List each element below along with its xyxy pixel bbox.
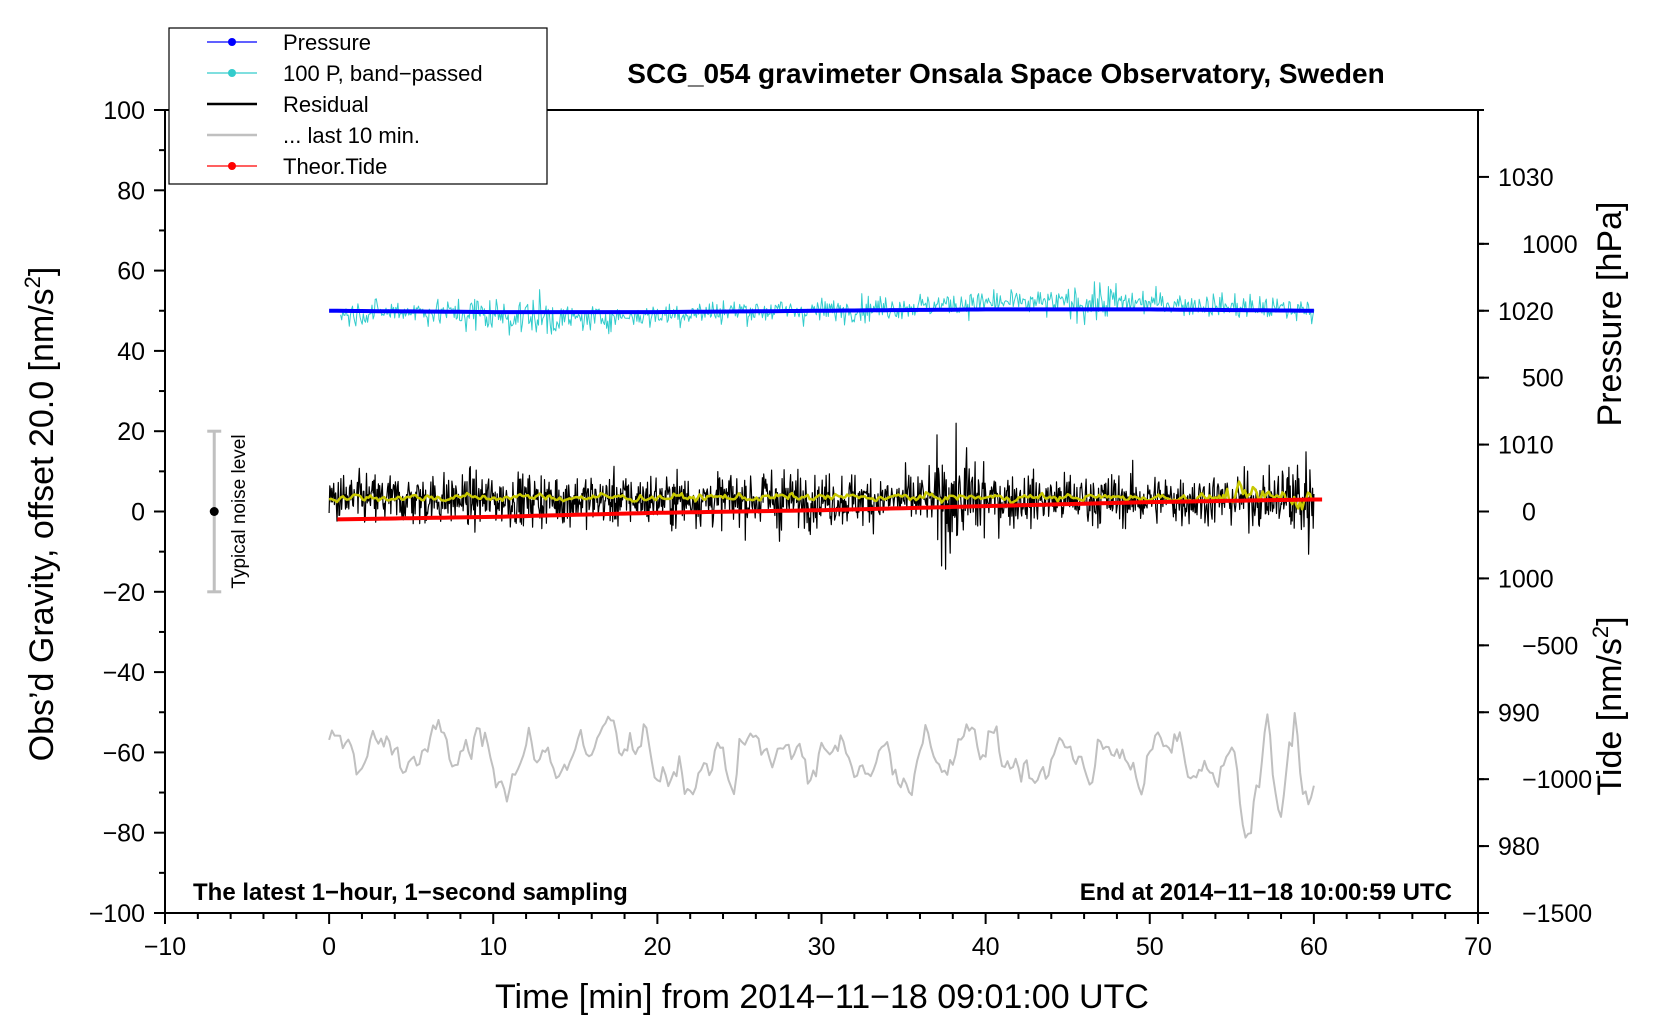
y-tick-label: −40 xyxy=(103,659,145,687)
tide-tick-label: 0 xyxy=(1522,499,1536,527)
noise-bar-center-dot xyxy=(209,507,219,516)
noise-bar-label: Typical noise level xyxy=(229,434,250,588)
y-tick-label: 60 xyxy=(117,258,145,286)
legend-item-label: Theor.Tide xyxy=(283,154,387,179)
series-residual-smoothed-line xyxy=(328,480,1315,511)
x-tick-label: −10 xyxy=(144,933,186,961)
y-axis-tide: −1500 −1000 −500 0 500 1000 xyxy=(1478,231,1592,928)
y-tick-label: 100 xyxy=(103,97,145,125)
legend-swatch-marker xyxy=(228,69,236,77)
series-layer xyxy=(328,281,1323,839)
y-tick-label: 40 xyxy=(117,338,145,366)
noise-level-bar: Typical noise level xyxy=(207,429,250,594)
legend-item-label: Pressure xyxy=(283,30,371,55)
series-theor-tide-line xyxy=(337,497,1323,522)
tide-tick-label: −1500 xyxy=(1522,900,1592,928)
tide-tick-label: −1000 xyxy=(1522,766,1592,794)
y-tick-label: 0 xyxy=(131,499,145,527)
chart-title: SCG_054 gravimeter Onsala Space Observat… xyxy=(627,58,1384,89)
x-axis: −10 0 10 20 30 40 50 60 70 xyxy=(144,913,1492,961)
legend-item-label: Residual xyxy=(283,92,369,117)
legend-item-label: ... last 10 min. xyxy=(283,123,420,148)
y-axis-left: −100 −80 −60 −40 −20 0 20 40 60 80 100 xyxy=(89,97,165,928)
pressure-tick-label: 1020 xyxy=(1498,298,1554,326)
y-tick-label: −20 xyxy=(103,579,145,607)
y-axis-pressure-title: Pressure [hPa] xyxy=(1591,202,1629,427)
y-axis-left-title: Obs’d Gravity, offset 20.0 [nm/s2] xyxy=(20,267,61,762)
legend-item-label: 100 P, band−passed xyxy=(283,61,483,86)
series-pressure-bandpassed-line xyxy=(340,281,1315,336)
x-tick-label: 20 xyxy=(643,933,671,961)
y-tick-label: 80 xyxy=(117,177,145,205)
legend-swatch-marker xyxy=(228,38,236,46)
pressure-tick-label: 1000 xyxy=(1498,565,1554,593)
note-sampling: The latest 1−hour, 1−second sampling xyxy=(193,879,628,906)
series-last-10-min-line xyxy=(328,712,1315,839)
pressure-tick-label: 1030 xyxy=(1498,164,1554,192)
x-tick-label: 40 xyxy=(972,933,1000,961)
y-axis-pressure: 980 990 1000 1010 1020 1030 xyxy=(1478,109,1554,914)
x-tick-label: 30 xyxy=(808,933,836,961)
x-tick-label: 0 xyxy=(322,933,336,961)
y-tick-label: −100 xyxy=(89,900,145,928)
pressure-tick-label: 1010 xyxy=(1498,432,1554,460)
x-tick-label: 60 xyxy=(1300,933,1328,961)
y-axis-tide-title: Tide [nm/s2] xyxy=(1588,616,1629,795)
y-tick-label: −80 xyxy=(103,820,145,848)
tide-tick-label: −500 xyxy=(1522,632,1578,660)
pressure-tick-label: 980 xyxy=(1498,833,1540,861)
tide-tick-label: 500 xyxy=(1522,365,1564,393)
tide-tick-label: 1000 xyxy=(1522,231,1578,259)
x-tick-label: 10 xyxy=(479,933,507,961)
pressure-tick-label: 990 xyxy=(1498,699,1540,727)
legend: Pressure 100 P, band−passed Residual ... la… xyxy=(168,27,548,185)
legend-box xyxy=(168,27,548,185)
legend-swatch-marker xyxy=(228,162,236,170)
note-end-time: End at 2014−11−18 10:00:59 UTC xyxy=(1080,879,1452,906)
y-tick-label: 20 xyxy=(117,418,145,446)
y-tick-label: −60 xyxy=(103,739,145,767)
x-tick-label: 50 xyxy=(1136,933,1164,961)
x-tick-label: 70 xyxy=(1464,933,1492,961)
series-pressure-line xyxy=(329,307,1314,315)
x-axis-title: Time [min] from 2014−11−18 09:01:00 UTC xyxy=(495,978,1149,1016)
series-residual-line xyxy=(328,422,1315,570)
